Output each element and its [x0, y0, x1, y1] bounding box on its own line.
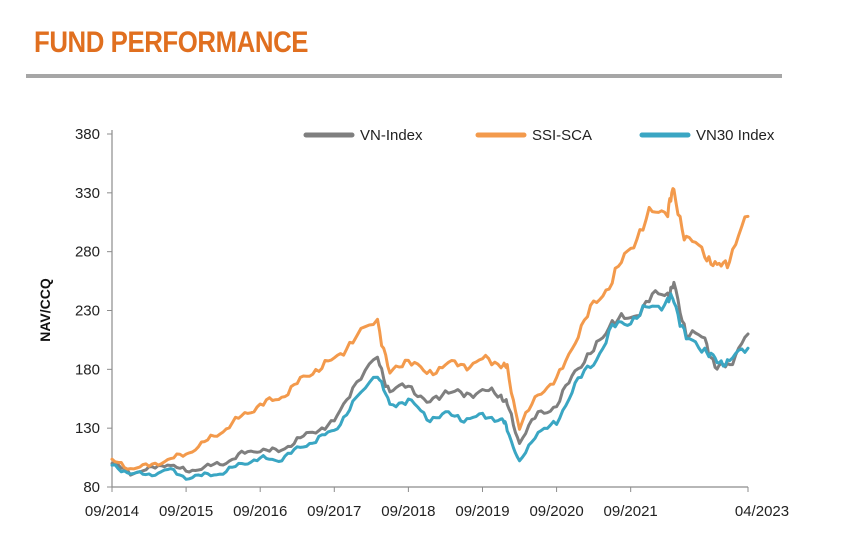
page-title: FUND PERFORMANCE — [34, 26, 309, 59]
legend-label-ssi-sca: SSI-SCA — [532, 127, 592, 144]
series-line-ssi-sca — [110, 187, 750, 471]
x-tick-label: 04/2023 — [735, 503, 789, 520]
x-tick-label: 09/2014 — [85, 503, 139, 520]
chart-series — [110, 187, 750, 481]
y-tick-label: 180 — [75, 361, 100, 378]
x-tick-label: 09/2016 — [233, 503, 287, 520]
y-tick-label: 130 — [75, 420, 100, 437]
y-axis-label: NAV/CCQ — [37, 278, 53, 342]
chart-axes: 80 130 180 230 280 330 380 09/2014 09/2015 09/201… — [75, 126, 789, 520]
x-tick-label: 09/2017 — [307, 503, 361, 520]
title-divider — [26, 74, 782, 78]
y-tick-label: 330 — [75, 185, 100, 202]
series-line-vn-index — [110, 280, 750, 477]
y-tick-label: 380 — [75, 126, 100, 143]
x-tick-label: 09/2021 — [604, 503, 658, 520]
legend-label-vn-index: VN-Index — [360, 127, 423, 144]
x-tick-label: 09/2018 — [381, 503, 435, 520]
y-tick-label: 280 — [75, 244, 100, 261]
y-tick-label: 230 — [75, 303, 100, 320]
x-tick-label: 09/2015 — [159, 503, 213, 520]
x-tick-label: 09/2019 — [455, 503, 509, 520]
x-tick-label: 09/2020 — [529, 503, 583, 520]
series-line-vn30-index — [110, 292, 750, 481]
legend-label-vn30-index: VN30 Index — [696, 127, 775, 144]
chart-legend: VN-Index SSI-SCA VN30 Index — [303, 127, 775, 144]
y-tick-label: 80 — [83, 479, 100, 496]
